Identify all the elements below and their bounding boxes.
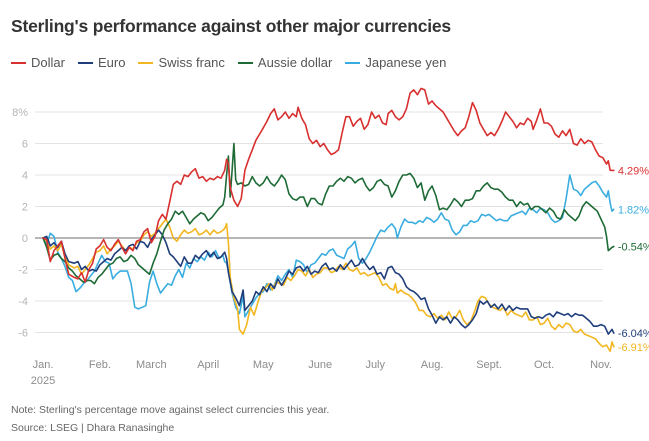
end-label-dollar: 4.29%	[618, 165, 649, 177]
series-line-dollar	[42, 87, 615, 283]
legend-swatch	[77, 61, 93, 64]
legend-label: Euro	[97, 55, 126, 70]
x-tick-sublabel: 2025	[31, 375, 55, 387]
legend-swatch	[11, 61, 26, 64]
x-tick-label: April	[197, 359, 219, 371]
legend-label: Swiss franc	[158, 55, 225, 70]
series-line-euro	[42, 229, 615, 335]
legend-item-swiss-franc: Swiss franc	[138, 55, 225, 70]
legend-item-aussie-dollar: Aussie dollar	[237, 55, 333, 70]
legend-item-japanese-yen: Japanese yen	[345, 55, 446, 70]
y-tick-label: -6	[18, 328, 28, 340]
x-tick-label: Nov.	[590, 359, 612, 371]
y-tick-label: -2	[18, 265, 28, 277]
x-tick-label: May	[253, 359, 274, 371]
legend-label: Dollar	[31, 55, 65, 70]
y-tick-label: -4	[18, 296, 28, 308]
series-line-swiss-franc	[42, 218, 615, 353]
series-line-aussie-dollar	[42, 142, 615, 285]
chart-title: Sterling's performance against other maj…	[11, 16, 451, 36]
end-label-euro: -6.04%	[618, 328, 649, 340]
x-tick-label: Aug.	[421, 359, 444, 371]
legend-item-euro: Euro	[77, 55, 126, 70]
legend-item-dollar: Dollar	[11, 55, 65, 70]
legend-swatch	[345, 61, 361, 64]
x-tick-label: Feb.	[89, 359, 111, 371]
legend-swatch	[138, 61, 154, 64]
y-tick-label: 8%	[12, 107, 28, 119]
x-tick-label: June	[308, 359, 332, 371]
end-label-aussie-dollar: -0.54%	[618, 242, 649, 254]
series-line-japanese-yen	[42, 174, 615, 318]
y-tick-label: 0	[22, 233, 28, 245]
y-tick-label: 4	[22, 170, 28, 182]
x-tick-label: July	[365, 359, 385, 371]
x-tick-label: Jan.	[33, 359, 54, 371]
chart-source: Source: LSEG | Dhara Ranasinghe	[11, 422, 175, 434]
end-label-japanese-yen: 1.82%	[618, 204, 649, 216]
y-tick-label: 6	[22, 139, 28, 151]
chart-legend: Dollar Euro Swiss franc Aussie dollar Japane…	[11, 55, 459, 70]
legend-swatch	[237, 61, 253, 64]
x-tick-label: Oct.	[534, 359, 554, 371]
legend-label: Aussie dollar	[257, 55, 333, 70]
end-label-swiss-franc: -6.91%	[618, 342, 649, 354]
legend-label: Japanese yen	[365, 55, 447, 70]
chart-note: Note: Sterling's percentage move against…	[11, 404, 330, 416]
line-chart: 8% 6 4 2 0 -2 -4 -6 Jan. 2025 Feb. March April May Jun…	[12, 87, 649, 387]
x-tick-label: March	[136, 359, 167, 371]
x-tick-label: Sept.	[476, 359, 502, 371]
y-tick-label: 2	[22, 202, 28, 214]
